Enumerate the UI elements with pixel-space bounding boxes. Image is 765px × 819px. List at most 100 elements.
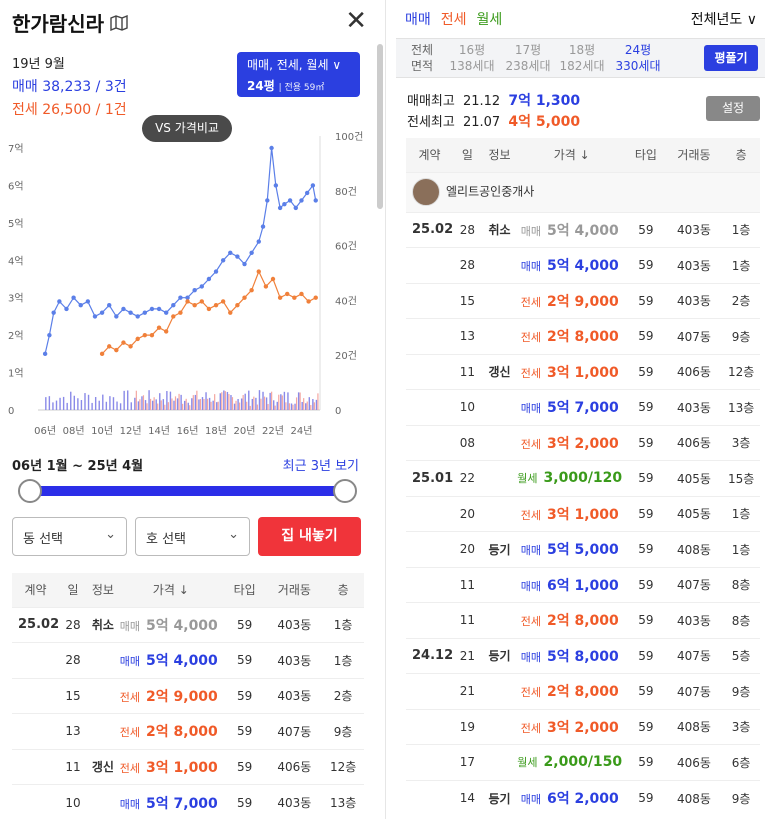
building-dong: 403동 [266, 642, 323, 678]
data-point [99, 351, 105, 357]
table-row[interactable]: 25.01 22 월세 3,000/120 59 405동 15층 [406, 460, 760, 496]
table-row[interactable]: 11 매매 6억 1,000 59 407동 8층 [406, 566, 760, 603]
table-row[interactable]: 11 갱신 전세 3억 1,000 59 406동 12층 [406, 353, 760, 390]
table-row[interactable]: 20 전세 3억 1,000 59 405동 1층 [406, 495, 760, 532]
column-header: 정보 [87, 573, 119, 607]
floor: 1층 [722, 247, 760, 283]
building-dong: 403동 [266, 606, 323, 643]
table-row[interactable]: 11 갱신 전세 3억 1,000 59 406동 12층 [12, 748, 364, 785]
table-row[interactable]: 21 전세 2억 8,000 59 407동 9층 [406, 673, 760, 709]
volume-bar [62, 396, 65, 410]
volume-bar [151, 400, 154, 410]
data-point [306, 299, 311, 304]
deal-type: 매매 [119, 619, 141, 633]
period-slider-track[interactable] [30, 486, 345, 496]
table-row[interactable]: 10 매매 5억 7,000 59 403동 13층 [406, 389, 760, 425]
list-house-button[interactable]: 집 내놓기 [258, 517, 361, 556]
unit-type: 59 [222, 677, 267, 714]
column-header[interactable]: 가격 ↓ [517, 138, 627, 172]
recent-3y-link[interactable]: 최근 3년 보기 [282, 459, 359, 474]
volume-bar [313, 402, 315, 410]
table-row[interactable]: 28 매매 5억 4,000 59 403동 1층 [12, 642, 364, 678]
volume-bar [171, 398, 173, 410]
table-row[interactable]: 15 전세 2억 9,000 59 403동 2층 [406, 282, 760, 319]
size-16[interactable]: 16평 138세대 [446, 42, 498, 74]
chevron-down-icon: ∨ [332, 58, 342, 72]
deal-type: 전세 [520, 615, 541, 629]
unit-type: 59 [626, 389, 666, 425]
column-header[interactable]: 가격 ↓ [118, 573, 223, 607]
unit-type: 59 [626, 495, 666, 532]
map-icon[interactable] [110, 14, 128, 31]
price-value: 2억 8,000 [546, 684, 619, 701]
tab-monthly[interactable]: 월세 [476, 12, 503, 28]
year-select[interactable]: 전체년도 ∨ [690, 12, 757, 28]
table-row[interactable]: 20 등기 매매 5억 5,000 59 408동 1층 [406, 531, 760, 567]
scrollbar[interactable] [377, 44, 383, 209]
tab-jeonse[interactable]: 전세 [440, 12, 467, 28]
volume-bar [258, 390, 261, 410]
building-dong: 403동 [665, 602, 723, 638]
table-row[interactable]: 15 전세 2억 9,000 59 403동 2층 [12, 677, 364, 714]
pyeong-expand-button[interactable]: 평풀기 [704, 45, 758, 71]
agent-row[interactable]: 엘리트공인중개사 [406, 171, 760, 212]
table-row[interactable]: 11 전세 2억 8,000 59 403동 8층 [406, 602, 760, 638]
volume-bar [223, 390, 225, 410]
data-point [192, 288, 197, 293]
size-24[interactable]: 24평 330세대 [612, 42, 664, 74]
data-point [213, 269, 219, 274]
size-filter-bar: 전체 면적 16평 138세대 17평 238세대 18평 182세대 24평 330세대 [396, 38, 765, 78]
vs-compare-button[interactable]: VS 가격비교 [142, 115, 232, 142]
deal-type: 월세 [517, 472, 538, 486]
table-row[interactable]: 08 전세 3억 2,000 59 406동 3층 [406, 424, 760, 461]
slider-end-handle[interactable] [333, 479, 357, 503]
table-row[interactable]: 25.02 28 취소 매매 5억 4,000 59 403동 1층 [12, 606, 364, 643]
size-all[interactable]: 전체 면적 [402, 42, 442, 74]
price-value: 2억 9,000 [546, 293, 619, 310]
slider-start-handle[interactable] [18, 479, 42, 503]
unit-type: 59 [222, 713, 267, 749]
table-row[interactable]: 24.12 21 등기 매매 5억 8,000 59 407동 5층 [406, 637, 760, 674]
max-sale-date: 21.12 [462, 94, 501, 109]
price-value: 3억 2,000 [546, 719, 619, 736]
dong-select[interactable]: 동 선택 ⌄ [12, 517, 127, 556]
tab-sale[interactable]: 매매 [405, 12, 431, 28]
volume-bar [203, 398, 205, 410]
size-18[interactable]: 18평 182세대 [556, 42, 608, 74]
price-chart: 7억 6억 5억 4억 3억 2억 1억 0 100건 80건 60건 40건 20건 0 06년 08년 10… [0, 128, 385, 438]
settings-button[interactable]: 설정 [706, 96, 760, 121]
volume-bar [253, 396, 255, 410]
volume-bar [130, 402, 132, 410]
deal-note [481, 495, 518, 532]
volume-bar [271, 391, 273, 410]
size-17[interactable]: 17평 238세대 [502, 42, 554, 74]
volume-bar [178, 393, 180, 410]
volume-bar [66, 402, 68, 410]
table-row[interactable]: 14 등기 매매 6억 2,000 59 408동 9층 [406, 779, 760, 816]
deal-note [481, 744, 518, 780]
table-row[interactable]: 17 월세 2,000/150 59 406동 6층 [406, 744, 760, 780]
type-filter-dropdown[interactable]: 매매, 전세, 월세 ∨ 24평 | 전용 59㎡ [237, 52, 360, 97]
data-point [277, 295, 283, 300]
table-row[interactable]: 25.02 28 취소 매매 5억 4,000 59 403동 1층 [406, 211, 760, 248]
deal-note: 등기 [481, 779, 518, 816]
price-value: 5억 4,000 [146, 653, 218, 670]
table-row[interactable]: 13 전세 2억 8,000 59 407동 9층 [12, 713, 364, 749]
building-dong: 407동 [665, 673, 723, 709]
deal-note [481, 282, 518, 319]
table-row[interactable]: 28 매매 5억 4,000 59 403동 1층 [406, 247, 760, 283]
data-point [128, 344, 133, 349]
ho-select[interactable]: 호 선택 ⌄ [135, 517, 250, 556]
building-dong: 403동 [665, 282, 723, 319]
table-row[interactable]: 19 전세 3억 2,000 59 408동 3층 [406, 708, 760, 745]
table-row[interactable]: 13 전세 2억 8,000 59 407동 9층 [406, 318, 760, 354]
data-point [135, 314, 140, 319]
table-row[interactable]: 10 매매 5억 7,000 59 403동 13층 [12, 784, 364, 819]
summary-month: 19년 9월 [12, 57, 65, 72]
data-point [149, 306, 155, 312]
close-icon[interactable]: ✕ [345, 6, 367, 36]
max-sale-value: 7억 1,300 [508, 93, 581, 109]
floor: 15층 [722, 460, 760, 496]
unit-type: 59 [222, 606, 267, 643]
volume-bar [164, 404, 166, 410]
